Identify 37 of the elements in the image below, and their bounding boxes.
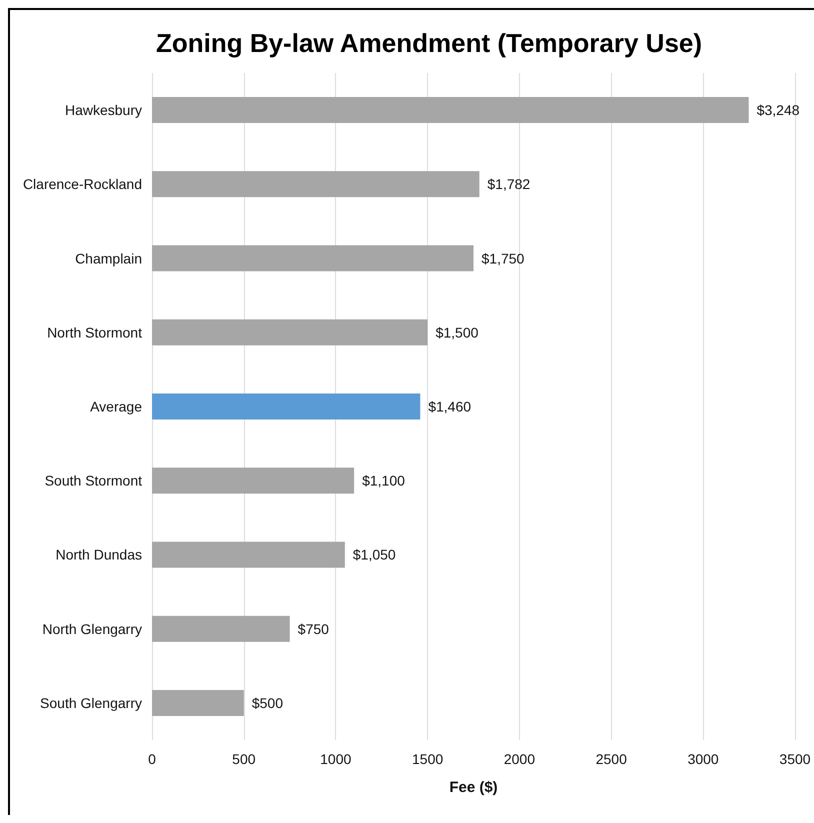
x-tick-label: 1000 — [320, 751, 352, 767]
y-tick-label: Hawkesbury — [64, 102, 142, 118]
x-tick-label: 500 — [232, 751, 256, 767]
data-label: $500 — [252, 694, 284, 711]
data-label: $1,750 — [482, 250, 525, 266]
data-label: $1,500 — [436, 324, 479, 340]
y-tick-label: North Stormont — [47, 324, 142, 340]
x-tick-label: 3000 — [688, 751, 719, 767]
bar — [152, 616, 290, 642]
data-label: $3,248 — [756, 102, 800, 118]
data-label: $1,460 — [428, 398, 472, 414]
bar — [152, 97, 749, 124]
data-label: $1,782 — [487, 176, 530, 192]
bar — [152, 245, 474, 272]
bar — [152, 468, 354, 494]
x-axis-title: Fee ($) — [449, 779, 498, 796]
x-tick-label: 2000 — [504, 751, 536, 767]
y-tick-label: South Glengarry — [40, 694, 142, 711]
y-tick-label: Average — [90, 398, 142, 414]
data-label: $750 — [298, 620, 330, 637]
bar — [152, 319, 428, 346]
chart-title: Zoning By-law Amendment (Temporary Use) — [156, 28, 702, 58]
x-tick-label: 3500 — [779, 751, 811, 767]
x-tick-label: 0 — [148, 751, 156, 767]
y-tick-label: Clarence-Rockland — [22, 176, 142, 192]
data-label: $1,050 — [352, 546, 396, 563]
x-tick-label: 1500 — [412, 751, 444, 767]
y-tick-label: North Dundas — [56, 546, 142, 563]
bar — [152, 394, 420, 420]
bar — [152, 171, 480, 198]
bar — [152, 542, 345, 568]
y-tick-label: Champlain — [75, 250, 142, 266]
y-tick-label: North Glengarry — [42, 620, 142, 637]
bar — [152, 690, 244, 716]
x-tick-label: 2500 — [596, 751, 628, 767]
data-label: $1,100 — [362, 472, 406, 489]
y-tick-label: South Stormont — [44, 472, 142, 489]
